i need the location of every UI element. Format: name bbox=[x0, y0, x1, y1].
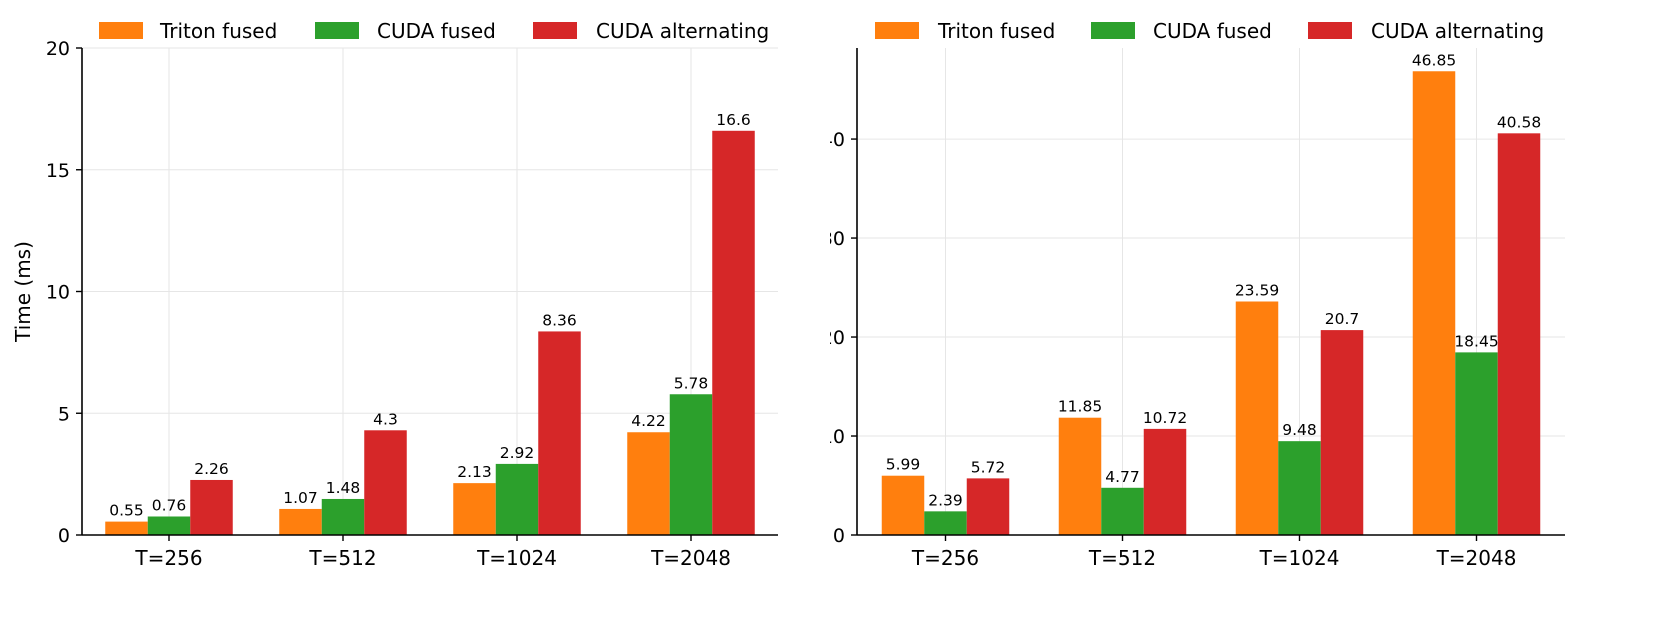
legend-entry: CUDA fused bbox=[1153, 19, 1272, 43]
legend-entry: Triton fused bbox=[937, 19, 1055, 43]
x-tick-label: T=2048 bbox=[650, 546, 731, 570]
bar-triton-fused bbox=[279, 508, 322, 535]
y-tick-label: 0 bbox=[833, 525, 845, 547]
y-tick-label: 30 bbox=[830, 228, 845, 250]
y-tick-label: 5 bbox=[58, 403, 70, 425]
bar-value-label: 2.39 bbox=[928, 491, 963, 509]
chart-left: 0.55 1.07 2.13 4.22 0.76 1.48 2.92 5.78 2.26 4.3 8… bbox=[11, 19, 778, 570]
y-tick-label: 10 bbox=[830, 426, 845, 448]
legend-swatch bbox=[1308, 22, 1352, 39]
y-tick-label: 15 bbox=[46, 160, 70, 182]
x-tick-label: T=1024 bbox=[476, 546, 557, 570]
bar-cuda-alternating bbox=[1320, 330, 1364, 535]
bar-value-label: 9.48 bbox=[1282, 421, 1317, 439]
bar-value-label: 0.55 bbox=[109, 502, 144, 520]
y-tick-label: 20 bbox=[830, 327, 845, 349]
legend-entry: Triton fused bbox=[159, 19, 277, 43]
x-tick-label: T=256 bbox=[134, 546, 202, 570]
x-tick-label: T=256 bbox=[911, 546, 979, 570]
y-tick-label: 40 bbox=[830, 129, 845, 151]
bar-cuda-fused bbox=[1278, 441, 1321, 535]
x-tick-label: T=512 bbox=[1088, 546, 1156, 570]
bar-value-label: 20.7 bbox=[1325, 310, 1360, 328]
bar-cuda-alternating bbox=[538, 331, 581, 535]
bar-value-label: 2.92 bbox=[500, 444, 535, 462]
y-tick-label: 0 bbox=[58, 525, 70, 547]
x-tick-label: T=1024 bbox=[1259, 546, 1340, 570]
bar-triton-fused bbox=[105, 521, 148, 535]
legend-swatch bbox=[1091, 22, 1135, 39]
bar-cuda-fused bbox=[924, 511, 967, 535]
legend-entry: CUDA fused bbox=[377, 19, 496, 43]
bar-value-label: 4.77 bbox=[1105, 468, 1140, 486]
legend-swatch bbox=[315, 22, 359, 39]
bar-cuda-alternating bbox=[190, 479, 233, 535]
bar-value-label: 2.13 bbox=[457, 463, 492, 481]
bar-triton-fused bbox=[1235, 301, 1279, 535]
bar-value-label: 1.07 bbox=[283, 489, 318, 507]
bar-value-label: 18.45 bbox=[1454, 332, 1498, 350]
bar-value-label: 8.36 bbox=[542, 311, 577, 329]
bar-cuda-alternating bbox=[1143, 428, 1187, 535]
bar-cuda-alternating bbox=[1497, 133, 1541, 536]
legend-swatch bbox=[533, 22, 577, 39]
bar-cuda-fused bbox=[669, 394, 713, 535]
bar-value-label: 4.3 bbox=[373, 410, 398, 428]
chart-right: 5.99 11.85 23.59 46.85 2.39 4.77 9.48 18.45 5.72… bbox=[830, 19, 1565, 570]
bar-value-label: 5.99 bbox=[886, 456, 921, 474]
y-tick-label: 10 bbox=[46, 282, 70, 304]
bar-value-label: 4.22 bbox=[631, 412, 666, 430]
bar-cuda-alternating bbox=[966, 478, 1010, 535]
bar-value-label: 11.85 bbox=[1058, 398, 1102, 416]
x-tick-label: T=512 bbox=[308, 546, 376, 570]
bar-triton-fused bbox=[1058, 417, 1102, 535]
y-tick-label: 20 bbox=[46, 38, 70, 60]
legend-entry: CUDA alternating bbox=[596, 19, 769, 43]
bar-value-label: 1.48 bbox=[326, 479, 361, 497]
bar-cuda-fused bbox=[321, 498, 365, 535]
bar-triton-fused bbox=[627, 432, 670, 535]
y-axis-label: Time (ms) bbox=[11, 241, 35, 343]
bar-value-label: 0.76 bbox=[152, 496, 187, 514]
bar-value-label: 46.85 bbox=[1412, 51, 1456, 69]
bar-cuda-fused bbox=[1455, 352, 1498, 535]
bar-value-label: 5.72 bbox=[971, 458, 1006, 476]
x-tick-label: T=2048 bbox=[1436, 546, 1517, 570]
bar-cuda-fused bbox=[147, 516, 191, 535]
bar-value-label: 2.26 bbox=[194, 460, 229, 478]
bar-value-label: 16.6 bbox=[716, 111, 751, 129]
bar-cuda-fused bbox=[495, 463, 539, 535]
bar-cuda-fused bbox=[1101, 487, 1144, 535]
bar-cuda-alternating bbox=[712, 130, 755, 536]
legend-swatch bbox=[99, 22, 143, 39]
bar-value-label: 5.78 bbox=[674, 374, 709, 392]
bar-triton-fused bbox=[881, 475, 925, 535]
bar-cuda-alternating bbox=[364, 430, 407, 535]
bar-value-label: 40.58 bbox=[1497, 113, 1541, 131]
legend-entry: CUDA alternating bbox=[1371, 19, 1544, 43]
legend-swatch bbox=[875, 22, 919, 39]
bar-value-label: 23.59 bbox=[1235, 281, 1279, 299]
bar-triton-fused bbox=[453, 483, 496, 535]
bar-triton-fused bbox=[1412, 71, 1456, 536]
bar-value-label: 10.72 bbox=[1143, 409, 1187, 427]
